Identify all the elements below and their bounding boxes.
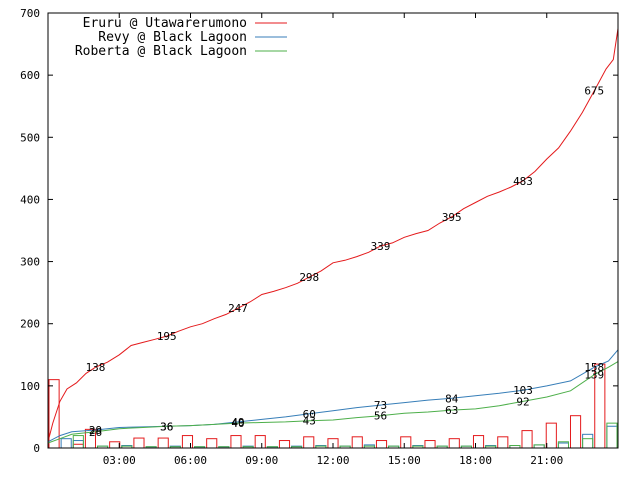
point-label: 483: [513, 175, 533, 188]
x-tick-label: 15:00: [388, 454, 421, 467]
point-label: 158: [584, 361, 604, 374]
point-label: 195: [157, 330, 177, 343]
y-tick-label: 300: [20, 256, 40, 269]
hourly-bar: [254, 435, 266, 449]
x-tick-label: 18:00: [459, 454, 492, 467]
hourly-bars: [48, 363, 618, 449]
point-label: 63: [445, 404, 458, 417]
x-tick-label: 21:00: [530, 454, 563, 467]
point-label: 395: [442, 211, 462, 224]
hourly-bar: [400, 436, 412, 449]
y-tick-label: 400: [20, 193, 40, 206]
hourly-bar: [351, 436, 363, 449]
x-tick-label: 12:00: [316, 454, 349, 467]
plot-frame: [47, 12, 619, 449]
point-label: 43: [303, 415, 316, 428]
point-label: 675: [584, 85, 604, 98]
point-label: 26: [89, 426, 102, 439]
legend-label: Revy @ Black Lagoon: [98, 30, 247, 45]
hourly-bar: [133, 437, 145, 449]
y-axis: 0 100 200 300 400 500 600 700: [20, 7, 618, 455]
hourly-bar: [60, 438, 72, 449]
point-label: 60: [303, 408, 316, 421]
point-label: 139: [584, 369, 604, 382]
hourly-bar: [375, 440, 388, 449]
y-tick-label: 100: [20, 380, 40, 393]
point-label: 103: [513, 384, 533, 397]
hourly-bar: [303, 436, 315, 449]
hourly-bar: [545, 422, 557, 449]
hourly-bar: [582, 438, 594, 449]
legend-label: Roberta @ Black Lagoon: [75, 44, 247, 59]
hourly-bar: [181, 435, 194, 449]
point-label: 92: [516, 395, 529, 408]
y-tick-label: 600: [20, 69, 40, 82]
hourly-bar: [521, 430, 533, 449]
point-label: 36: [160, 420, 173, 433]
hourly-bar: [206, 438, 218, 449]
y-tick-label: 200: [20, 318, 40, 331]
hourly-bar: [72, 443, 84, 449]
hourly-bar: [109, 441, 121, 449]
hourly-bar: [606, 422, 618, 449]
point-label: 73: [374, 399, 387, 412]
point-labels: 138 195 247 298 339 395 483 675 29 36 49 60 73 84 103 1…: [86, 85, 605, 439]
hourly-bar: [157, 437, 169, 449]
point-label: 49: [231, 416, 244, 429]
series-line: [47, 349, 619, 443]
point-label: 84: [445, 392, 459, 405]
x-tick-label: 09:00: [245, 454, 278, 467]
point-label: 339: [371, 240, 391, 253]
point-label: 29: [89, 424, 102, 437]
hourly-bar: [424, 440, 436, 449]
y-tick-label: 0: [33, 442, 40, 455]
hourly-bar: [557, 442, 569, 449]
hourly-bar: [72, 435, 84, 449]
hourly-bar: [582, 433, 594, 449]
series-line: [47, 361, 619, 444]
y-tick-label: 500: [20, 131, 40, 144]
hourly-bar: [48, 379, 60, 449]
cumulative-lines: [47, 28, 619, 444]
hourly-bar: [472, 435, 485, 449]
y-tick-label: 700: [20, 7, 40, 20]
x-axis: 03:00 06:00 09:00 12:00 15:00 18:00 21:00: [103, 13, 563, 467]
point-label: 298: [299, 271, 319, 284]
point-label: 138: [86, 361, 106, 374]
hourly-bar: [497, 436, 509, 449]
point-label: 40: [231, 417, 244, 430]
point-label: 36: [160, 420, 173, 433]
legend-label: Eruru @ Utawarerumono: [83, 16, 247, 31]
point-label: 247: [228, 302, 248, 315]
series-line: [47, 28, 619, 442]
x-tick-label: 03:00: [103, 454, 136, 467]
hourly-bar: [278, 440, 291, 449]
x-tick-label: 06:00: [174, 454, 207, 467]
hourly-bar: [448, 438, 460, 449]
hourly-bar: [606, 425, 618, 449]
hourly-bar: [230, 435, 242, 449]
hourly-bar: [569, 415, 582, 449]
point-label: 56: [374, 410, 387, 423]
